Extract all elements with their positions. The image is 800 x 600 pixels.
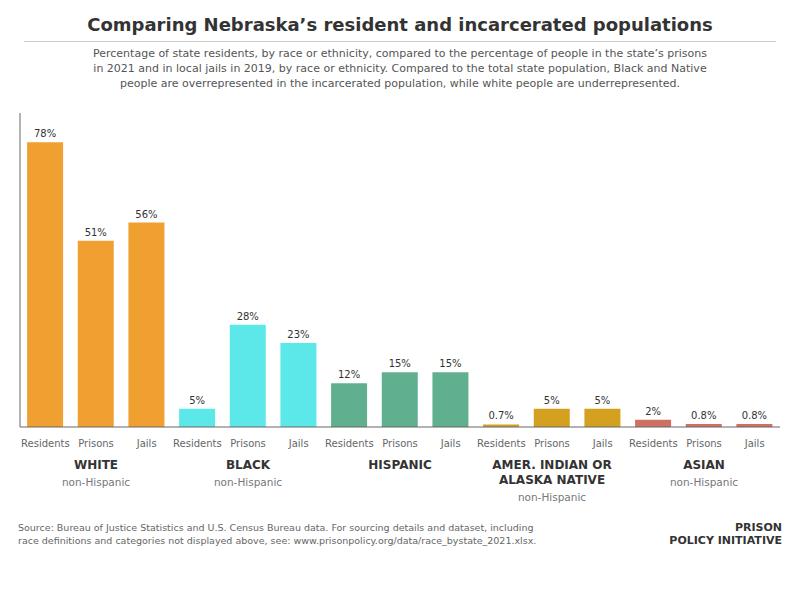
svg-text:Jails: Jails — [288, 438, 309, 449]
html-text:Source: Bureau of Justice Stat: Source: Bureau of Justice Statistics and… — [18, 522, 537, 546]
svg-text:WHITE: WHITE — [74, 458, 118, 472]
svg-text:5%: 5% — [189, 395, 205, 406]
svg-text:Jails: Jails — [136, 438, 157, 449]
svg-text:Jails: Jails — [592, 438, 613, 449]
html-text:PRISON: PRISON — [734, 521, 782, 534]
svg-text:Prisons: Prisons — [78, 438, 114, 449]
svg-text:5%: 5% — [544, 395, 560, 406]
html-text:Percentage of state residents,: Percentage of state residents, by race o… — [93, 47, 707, 90]
svg-text:Prisons: Prisons — [686, 438, 722, 449]
svg-text:Residents: Residents — [325, 438, 374, 449]
svg-text:Jails: Jails — [440, 438, 461, 449]
svg-text:AMER. INDIAN ORALASKA NATIVE: AMER. INDIAN ORALASKA NATIVE — [492, 458, 612, 487]
svg-text:non-Hispanic: non-Hispanic — [518, 491, 586, 503]
svg-text:Residents: Residents — [477, 438, 526, 449]
svg-text:28%: 28% — [237, 311, 259, 322]
svg-text:ASIAN: ASIAN — [683, 458, 725, 472]
svg-text:non-Hispanic: non-Hispanic — [670, 476, 738, 488]
html-text:POLICY INITIATIVE: POLICY INITIATIVE — [669, 534, 782, 547]
svg-text:5%: 5% — [594, 395, 610, 406]
svg-text:23%: 23% — [287, 329, 309, 340]
svg-text:Prisons: Prisons — [230, 438, 266, 449]
svg-text:BLACK: BLACK — [226, 458, 271, 472]
svg-text:0.8%: 0.8% — [691, 410, 716, 421]
svg-text:12%: 12% — [338, 369, 360, 380]
html-text:Comparing Nebraska’s resident: Comparing Nebraska’s resident and incarc… — [87, 14, 713, 35]
svg-text:15%: 15% — [389, 358, 411, 369]
svg-text:Residents: Residents — [21, 438, 70, 449]
svg-text:Residents: Residents — [629, 438, 678, 449]
svg-text:15%: 15% — [439, 358, 461, 369]
svg-text:2%: 2% — [645, 406, 661, 417]
svg-text:non-Hispanic: non-Hispanic — [62, 476, 130, 488]
svg-text:Jails: Jails — [744, 438, 765, 449]
svg-text:51%: 51% — [85, 227, 107, 238]
svg-text:HISPANIC: HISPANIC — [368, 458, 432, 472]
svg-text:Prisons: Prisons — [382, 438, 418, 449]
svg-text:Prisons: Prisons — [534, 438, 570, 449]
svg-text:0.8%: 0.8% — [742, 410, 767, 421]
svg-text:non-Hispanic: non-Hispanic — [214, 476, 282, 488]
svg-text:78%: 78% — [34, 128, 56, 139]
svg-text:56%: 56% — [135, 209, 157, 220]
svg-text:0.7%: 0.7% — [488, 410, 513, 421]
svg-text:Residents: Residents — [173, 438, 222, 449]
